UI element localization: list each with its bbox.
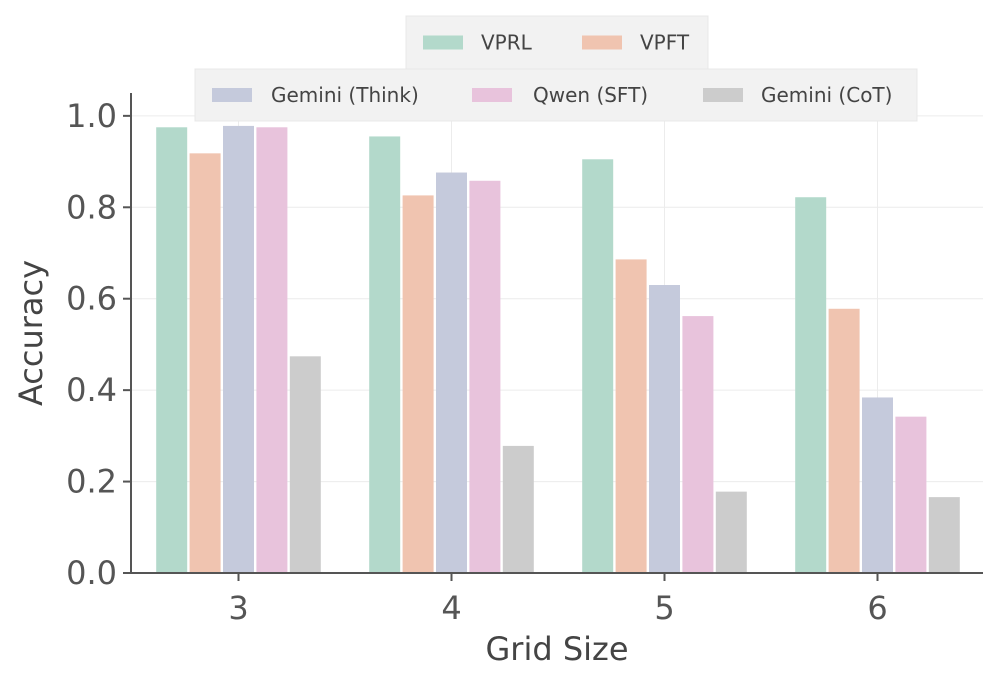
- legend-swatch-vprl: [423, 35, 463, 50]
- bar-gemini-think-3: [223, 125, 254, 574]
- bar-qwen-sft-3: [256, 127, 288, 574]
- bar-gemini-cot-6: [928, 497, 960, 573]
- bar-vprl-6: [795, 197, 827, 573]
- bar-gemini-cot-5: [715, 491, 747, 573]
- y-tick-label: 0.4: [66, 371, 117, 409]
- y-tick-label: 1.0: [66, 97, 117, 135]
- legend-swatch-qwen-sft: [472, 88, 512, 102]
- bar-vprl-4: [369, 136, 401, 573]
- bar-vpft-6: [828, 308, 860, 573]
- bar-gemini-think-5: [649, 285, 680, 573]
- y-tick-label: 0.8: [66, 188, 117, 226]
- bar-vpft-4: [402, 195, 434, 573]
- bar-gemini-think-6: [862, 397, 893, 573]
- axes: [130, 93, 983, 574]
- legend-label-gemini-cot: Gemini (CoT): [761, 83, 892, 107]
- bar-vpft-5: [615, 259, 647, 573]
- y-axis-title: Accuracy: [12, 260, 50, 406]
- legend: VPRL VPFT Gemini (Think) Qwen (SFT) Gemini (…: [194, 15, 918, 122]
- legend-swatch-gemini-cot: [703, 88, 743, 102]
- legend-swatch-vpft: [582, 35, 622, 50]
- ticks: 0.0 0.2 0.4 0.6 0.8 1.0 3 4 5 6: [66, 97, 888, 627]
- legend-label-vpft: VPFT: [640, 31, 690, 55]
- bar-gemini-cot-3: [289, 356, 321, 573]
- bars: [156, 125, 960, 574]
- legend-swatch-gemini-think: [212, 88, 252, 102]
- bar-qwen-sft-5: [682, 316, 714, 573]
- y-tick-label: 0.2: [66, 463, 117, 501]
- bar-vprl-3: [156, 127, 188, 574]
- legend-box: [194, 68, 918, 122]
- bar-qwen-sft-4: [469, 180, 501, 573]
- y-tick-label: 0.6: [66, 280, 117, 318]
- y-tick-label: 0.0: [66, 554, 117, 592]
- bar-vpft-3: [189, 153, 221, 574]
- x-tick-label: 6: [867, 589, 887, 627]
- bar-gemini-think-4: [436, 172, 467, 574]
- x-tick-label: 5: [654, 589, 674, 627]
- legend-label-qwen-sft: Qwen (SFT): [533, 83, 648, 107]
- legend-label-vprl: VPRL: [481, 31, 533, 55]
- x-axis-title: Grid Size: [485, 630, 628, 668]
- bar-vprl-5: [582, 159, 614, 574]
- x-tick-label: 3: [228, 589, 248, 627]
- legend-label-gemini-think: Gemini (Think): [271, 83, 419, 107]
- bar-qwen-sft-6: [895, 416, 927, 573]
- x-tick-label: 4: [441, 589, 461, 627]
- bar-gemini-cot-4: [502, 445, 534, 573]
